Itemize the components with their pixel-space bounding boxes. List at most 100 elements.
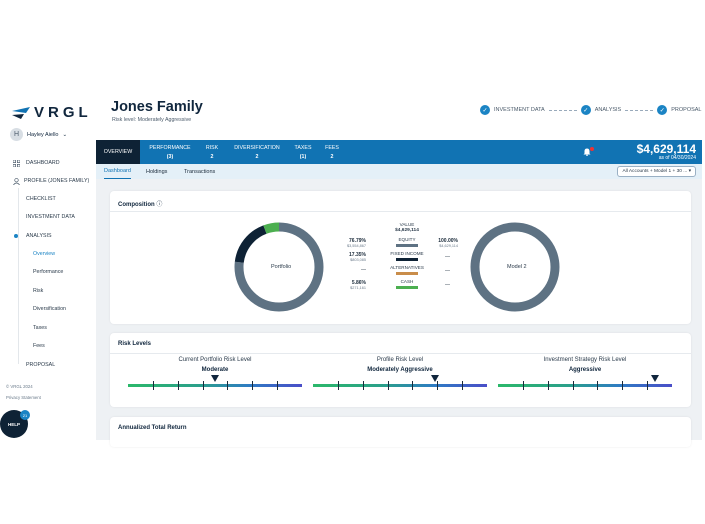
sidebar-item-risk[interactable]: Risk [0,284,96,298]
check-icon: ✓ [480,105,490,115]
model-label: Model 2 [507,264,527,270]
tab-risk[interactable]: RISK 2 [202,140,222,164]
sidebar-item-label: INVESTMENT DATA [26,214,75,220]
risk-col-value: Aggressive [568,367,602,373]
main-content: Composition ⓘ Portfolio Model 2 VALUE $4… [96,179,702,447]
pct-amount: $803,085 [350,258,366,262]
risk-scale-tick [387,381,389,390]
sidebar-item-performance[interactable]: Performance [0,265,96,279]
check-icon: ✓ [657,105,668,115]
sidebar-item-label: PROFILE (JONES FAMILY) [24,178,90,184]
portfolio-label: Portfolio [271,264,292,270]
sidebar-item-label: DASHBOARD [26,160,60,166]
tab-count: (3) [166,153,174,160]
user-name: Hayley Aiello [27,131,59,138]
sidebar-item-diversification[interactable]: Diversification [0,302,96,316]
step-analysis[interactable]: ✓ ANALYSIS [580,105,621,115]
tab-diversification[interactable]: DIVERSIFICATION 2 [232,140,282,164]
legend-row-cash: CASH [374,279,440,289]
subtab-dashboard[interactable]: Dashboard [104,164,131,179]
risk-col-title: Profile Risk Level [376,357,424,363]
tab-count: 2 [330,153,334,160]
total-as-of: as of 04/30/2024 [658,155,696,161]
risk-levels-title: Risk Levels [118,341,152,347]
risk-scale-tick [152,381,154,390]
step-connector [548,109,577,111]
tab-performance[interactable]: PERFORMANCE (3) [146,140,194,164]
grid-icon [13,159,20,167]
pct-value: — [445,268,450,274]
legend-swatch [396,286,418,289]
tab-overview[interactable]: OVERVIEW [96,140,140,164]
legend-swatch [396,258,418,261]
pct-value: — [445,282,450,288]
risk-scale-tick [227,381,229,390]
risk-scale-tick [462,381,464,390]
risk-scale-strategy [498,375,672,390]
risk-marker-icon [211,375,219,382]
tab-label: RISK [205,144,219,151]
privacy-link[interactable]: Privacy Statement [6,395,41,400]
help-badge: 21 [20,410,30,420]
risk-scale-current [128,375,302,390]
step-label: INVESTMENT DATA [494,107,545,113]
tab-count: 2 [210,153,214,160]
sidebar-item-profile[interactable]: PROFILE (JONES FAMILY) [0,174,96,188]
active-dot-icon [14,234,18,238]
notification-dot [590,147,594,151]
risk-scale-tick [547,381,549,390]
portfolio-donut [234,222,324,312]
logo-mark-icon [12,106,30,119]
info-icon[interactable]: ⓘ [156,202,163,208]
risk-levels-card: Risk Levels Current Portfolio Risk Level… [110,333,691,407]
divider [110,211,691,212]
sidebar-item-taxes[interactable]: Taxes [0,321,96,335]
analysis-tab-bar: OVERVIEW PERFORMANCE (3) RISK 2 DIVERSIF… [96,140,702,164]
sidebar-item-overview[interactable]: Overview [0,247,96,261]
risk-col-value: Moderately Aggressive [367,367,433,373]
right-pct-fixed-income: — [428,254,450,260]
tab-label: DIVERSIFICATION [234,144,280,151]
left-pct-alternatives: — [342,267,366,273]
sidebar: VRGL H Hayley Aiello ⌄ DASHBOARD PROFILE… [0,88,96,440]
composition-title-text: Composition [118,202,155,208]
sidebar-item-proposal[interactable]: PROPOSAL [0,358,96,372]
value-total: $4,629,114 [395,228,419,233]
sidebar-item-dashboard[interactable]: DASHBOARD [0,156,96,170]
sidebar-item-label: Performance [33,269,64,275]
risk-col-value: Moderate [201,367,229,373]
sidebar-item-checklist[interactable]: CHECKLIST [0,192,96,206]
page-title: Jones Family [111,99,203,115]
composition-card: Composition ⓘ Portfolio Model 2 VALUE $4… [110,191,691,324]
tab-taxes[interactable]: TAXES (1) [292,140,314,164]
subtab-holdings[interactable]: Holdings [146,168,168,175]
user-menu[interactable]: H Hayley Aiello ⌄ [10,128,67,141]
risk-col-title: Investment Strategy Risk Level [543,357,627,363]
sidebar-item-investment-data[interactable]: INVESTMENT DATA [0,210,96,224]
pct-value: 100.00% [438,238,458,244]
step-investment-data[interactable]: ✓ INVESTMENT DATA [480,105,545,115]
step-proposal[interactable]: ✓ PROPOSAL [657,105,702,115]
sidebar-item-fees[interactable]: Fees [0,339,96,353]
pct-value: — [361,267,366,273]
account-select[interactable]: All Accounts + Model 1 + 30 ... ▾ [617,166,696,177]
tab-label: FEES [325,144,339,151]
subtab-transactions[interactable]: Transactions [184,168,216,175]
tab-label: PERFORMANCE [149,144,191,151]
risk-scale-tick [337,381,339,390]
risk-scale-tick [572,381,574,390]
vrgl-logo[interactable]: VRGL [12,104,92,121]
nav-tree-line [18,188,19,364]
pct-value: 17.35% [349,252,366,258]
bell-icon[interactable] [583,148,591,156]
risk-scale-tick [202,381,204,390]
sidebar-item-analysis[interactable]: ANALYSIS [0,229,96,243]
left-pct-cash: 5.86% $271,161 [342,280,366,290]
sub-tab-bar: Dashboard Holdings Transactions All Acco… [96,164,702,179]
risk-scale-profile [313,375,487,390]
donut-slice [234,222,324,312]
risk-scale-tick [277,381,279,390]
right-pct-cash: — [428,282,450,288]
tab-fees[interactable]: FEES 2 [322,140,342,164]
tab-label: TAXES [294,144,312,151]
